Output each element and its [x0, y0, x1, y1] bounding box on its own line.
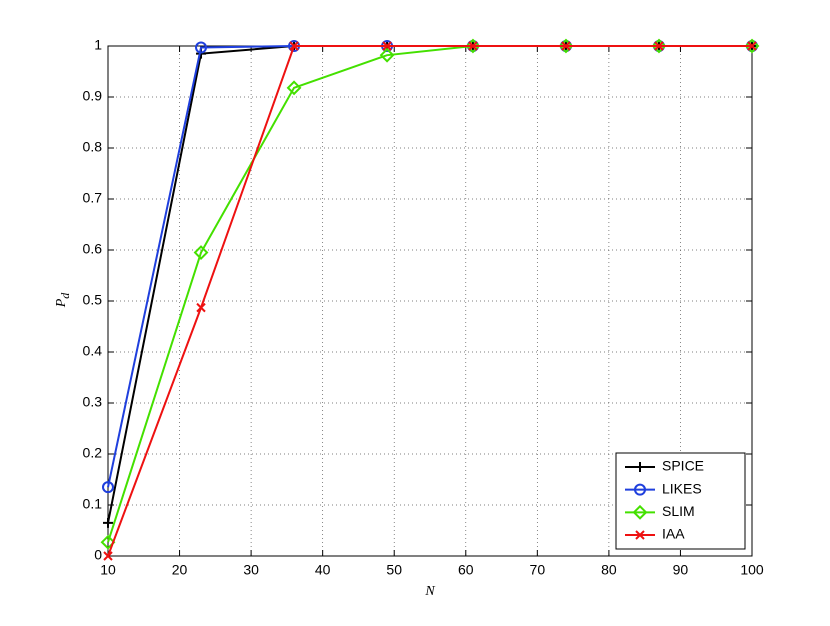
legend-label: SLIM	[662, 503, 695, 519]
y-tick-label: 0.7	[83, 190, 103, 206]
marker	[286, 80, 302, 96]
marker	[196, 302, 206, 313]
legend-marker	[632, 504, 648, 520]
marker	[379, 47, 395, 63]
legend-marker	[634, 483, 646, 496]
legend-marker	[635, 530, 645, 540]
marker	[468, 41, 478, 51]
x-tick-label: 60	[458, 562, 474, 578]
y-axis-label-main: P	[54, 298, 69, 308]
y-tick-label: 1	[94, 37, 102, 53]
marker	[651, 38, 667, 54]
y-tick-label: 0.3	[83, 394, 103, 410]
y-tick-label: 0.5	[83, 292, 103, 308]
x-tick-label: 20	[172, 562, 188, 578]
x-tick-label: 30	[243, 562, 259, 578]
marker	[103, 517, 113, 528]
y-tick-label: 0.8	[83, 139, 103, 155]
marker	[744, 38, 760, 54]
y-axis-label-sub: d	[58, 292, 72, 299]
legend: SPICE LIKES SLIM IAA	[615, 452, 746, 550]
marker	[558, 38, 574, 54]
x-tick-label: 80	[601, 562, 617, 578]
x-tick-label: 40	[315, 562, 331, 578]
y-tick-label: 0.6	[83, 241, 103, 257]
x-tick-label: 90	[673, 562, 689, 578]
legend-label: SPICE	[662, 458, 704, 474]
x-tick-label: 70	[530, 562, 546, 578]
marker	[561, 41, 571, 51]
legend-marker	[635, 462, 645, 472]
marker	[102, 481, 114, 494]
marker	[465, 38, 481, 54]
marker	[103, 551, 113, 561]
y-tick-label: 0.1	[83, 496, 103, 512]
y-tick-label: 0	[94, 547, 102, 563]
marker	[289, 41, 299, 51]
x-tick-label: 10	[100, 562, 116, 578]
x-tick-label: 100	[740, 562, 764, 578]
y-tick-label: 0.2	[83, 445, 103, 461]
marker	[193, 245, 209, 260]
marker	[100, 534, 116, 550]
y-tick-label: 0.9	[83, 88, 103, 104]
legend-label: IAA	[662, 526, 685, 542]
x-tick-label: 50	[386, 562, 402, 578]
y-tick-label: 0.4	[83, 343, 103, 359]
x-axis-label: N	[424, 584, 435, 599]
legend-label: LIKES	[662, 480, 702, 496]
series-line	[107, 45, 752, 557]
marker	[195, 41, 208, 54]
marker	[382, 41, 392, 51]
y-axis-label: Pd	[54, 292, 72, 309]
marker	[654, 41, 664, 51]
marker	[747, 41, 757, 51]
